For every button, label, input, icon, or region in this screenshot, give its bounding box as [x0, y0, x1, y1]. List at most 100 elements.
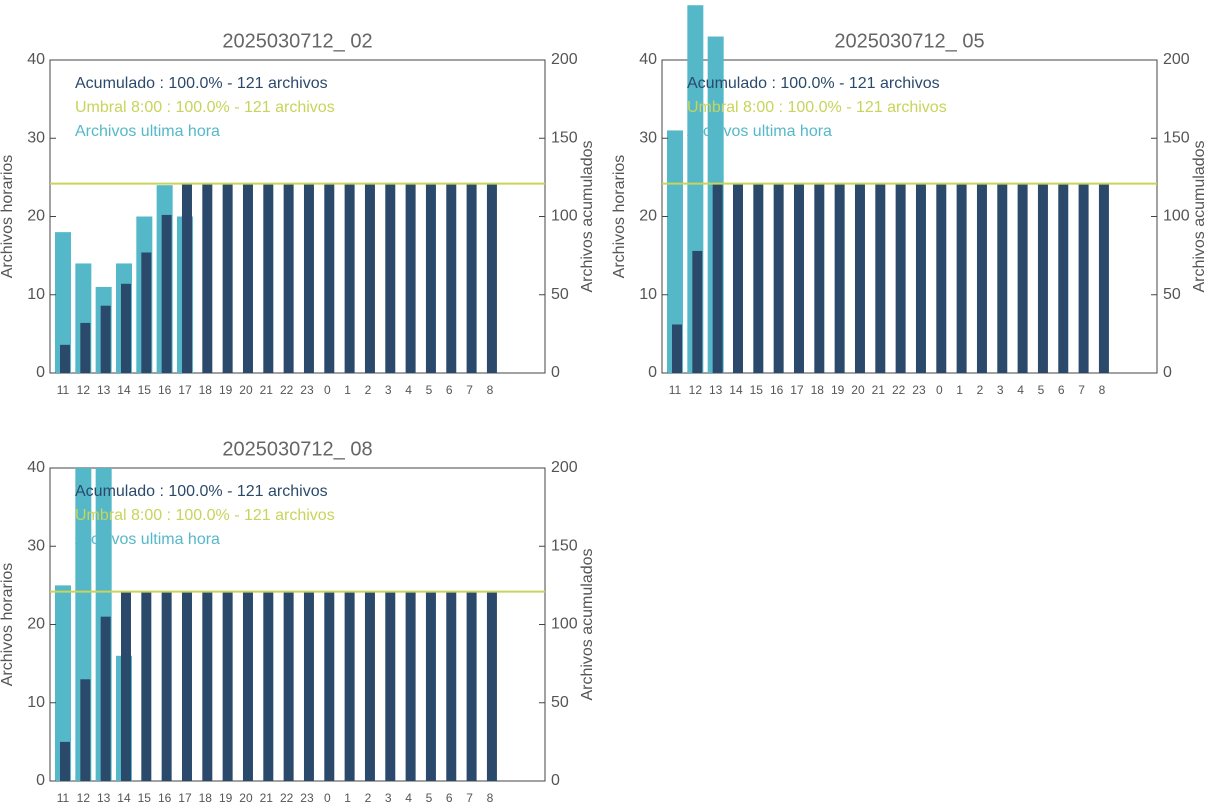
- x-tick-label: 4: [405, 791, 412, 804]
- x-tick-label: 6: [1058, 383, 1065, 397]
- x-tick-label: 0: [324, 791, 331, 804]
- x-tick-label: 3: [385, 791, 392, 804]
- cumulative-bar: [956, 183, 967, 373]
- legend-entry: Archivos ultima hora: [75, 123, 220, 140]
- x-tick-label: 23: [300, 791, 314, 804]
- cumulative-bar: [1037, 183, 1048, 373]
- y-tick-label: 20: [27, 208, 45, 225]
- x-tick-label: 19: [219, 791, 233, 804]
- cumulative-bar: [303, 591, 314, 781]
- y-tick-label: 10: [27, 694, 45, 711]
- x-tick-label: 14: [729, 383, 743, 397]
- cumulative-bar: [405, 591, 416, 781]
- hourly-bar: [667, 130, 683, 373]
- cumulative-bar: [385, 591, 396, 781]
- cumulative-bar: [303, 183, 314, 373]
- x-tick-label: 17: [178, 383, 192, 397]
- cumulative-bar: [120, 283, 131, 373]
- y2-tick-label: 50: [551, 286, 569, 303]
- cumulative-bar: [242, 183, 253, 373]
- y-tick-label: 10: [27, 286, 45, 303]
- cumulative-bar: [364, 591, 375, 781]
- x-tick-label: 14: [117, 791, 131, 804]
- cumulative-bar: [753, 183, 764, 373]
- cumulative-bar: [997, 183, 1008, 373]
- y-tick-label: 30: [27, 129, 45, 146]
- cumulative-bar: [242, 591, 253, 781]
- legend-entry: Acumulado : 100.0% - 121 archivos: [75, 75, 328, 92]
- cumulative-bar: [834, 183, 845, 373]
- y2-tick-label: 200: [551, 51, 578, 68]
- cumulative-bar: [875, 183, 886, 373]
- x-tick-label: 15: [750, 383, 764, 397]
- cumulative-bar: [936, 183, 947, 373]
- cumulative-bar: [60, 741, 70, 781]
- y-axis-label: Archivos horarios: [0, 563, 16, 687]
- x-tick-label: 4: [405, 383, 412, 397]
- x-tick-label: 5: [426, 383, 433, 397]
- x-tick-label: 7: [466, 383, 473, 397]
- x-tick-label: 7: [1078, 383, 1085, 397]
- x-tick-label: 5: [426, 791, 433, 804]
- cumulative-bar: [80, 679, 91, 781]
- cumulative-bar: [405, 183, 416, 373]
- hourly-bar: [55, 585, 71, 781]
- x-tick-label: 11: [57, 383, 70, 397]
- y-tick-label: 30: [27, 537, 45, 554]
- x-tick-label: 6: [446, 791, 453, 804]
- x-tick-label: 18: [811, 383, 825, 397]
- y2-axis-label: Archivos acumulados: [1191, 140, 1206, 292]
- x-tick-label: 23: [912, 383, 926, 397]
- cumulative-bar: [364, 183, 375, 373]
- y2-axis-label: Archivos acumulados: [579, 548, 596, 700]
- cumulative-bar: [672, 324, 682, 373]
- cumulative-bar: [1017, 183, 1028, 373]
- cumulative-bar: [486, 591, 497, 781]
- cumulative-bar: [283, 591, 294, 781]
- x-tick-label: 4: [1017, 383, 1024, 397]
- cumulative-bar: [324, 183, 335, 373]
- cumulative-bar: [425, 591, 436, 781]
- cumulative-bar: [446, 183, 457, 373]
- legend-entry: Acumulado : 100.0% - 121 archivos: [75, 483, 328, 500]
- x-tick-label: 3: [385, 383, 392, 397]
- x-tick-label: 5: [1038, 383, 1045, 397]
- x-tick-label: 16: [158, 383, 172, 397]
- x-tick-label: 0: [936, 383, 943, 397]
- y2-tick-label: 150: [1163, 129, 1190, 146]
- x-tick-label: 20: [851, 383, 865, 397]
- legend-entry: Umbral 8:00 : 100.0% - 121 archivos: [687, 99, 947, 116]
- x-tick-label: 7: [466, 791, 473, 804]
- x-tick-label: 20: [239, 383, 253, 397]
- x-tick-label: 1: [344, 383, 351, 397]
- legend-entry: Umbral 8:00 : 100.0% - 121 archivos: [75, 99, 335, 116]
- y2-tick-label: 200: [1163, 51, 1190, 68]
- y2-tick-label: 0: [1163, 364, 1172, 381]
- y2-tick-label: 0: [551, 772, 560, 789]
- y2-tick-label: 100: [1163, 208, 1190, 225]
- cumulative-bar: [283, 183, 294, 373]
- x-tick-label: 18: [199, 383, 213, 397]
- cumulative-bar: [222, 183, 233, 373]
- cumulative-bar: [60, 344, 70, 373]
- cumulative-bar: [344, 183, 355, 373]
- y-tick-label: 20: [27, 616, 45, 633]
- y-tick-label: 20: [639, 208, 657, 225]
- y-tick-label: 10: [639, 286, 657, 303]
- x-tick-label: 11: [57, 791, 70, 804]
- cumulative-bar: [446, 591, 457, 781]
- cumulative-bar: [222, 591, 233, 781]
- cumulative-bar: [324, 591, 335, 781]
- x-tick-label: 22: [892, 383, 906, 397]
- x-tick-label: 6: [446, 383, 453, 397]
- cumulative-bar: [773, 183, 784, 373]
- cumulative-bar: [692, 250, 703, 373]
- y-tick-label: 0: [36, 364, 45, 381]
- x-tick-label: 2: [365, 791, 372, 804]
- y-axis-label: Archivos horarios: [0, 155, 16, 279]
- cumulative-bar: [466, 591, 477, 781]
- x-tick-label: 17: [790, 383, 804, 397]
- cumulative-bar: [976, 183, 987, 373]
- x-tick-label: 22: [280, 383, 294, 397]
